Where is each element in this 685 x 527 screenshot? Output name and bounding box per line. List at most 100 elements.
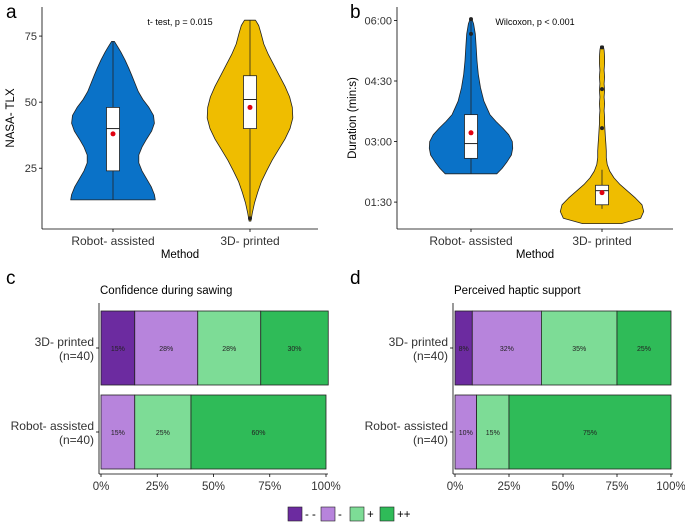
bar-row: 8% 32% 35% 25% xyxy=(454,310,672,386)
bar-segment xyxy=(508,394,672,470)
y-axis-title: Duration (min:s) xyxy=(347,77,359,159)
legend-label: ++ xyxy=(397,509,411,521)
y-axis-title: NASA- TLX xyxy=(5,88,17,148)
bar-row: 10% 15% 75% xyxy=(454,394,672,470)
x-tick-label: 0% xyxy=(447,481,464,493)
segment-label: 28% xyxy=(159,346,173,353)
category-label: Robot- assisted xyxy=(365,419,448,433)
panel-d: d Perceived haptic support 8% 32% 35% 25% 3D- … xyxy=(350,268,685,493)
x-tick-label: 75% xyxy=(605,481,628,493)
x-tick-label: 50% xyxy=(551,481,574,493)
x-axis-title: Method xyxy=(161,249,199,261)
bar-row: 15% 25% 60% xyxy=(100,394,327,470)
bar-segment xyxy=(476,394,510,470)
outlier-point xyxy=(469,31,473,36)
mean-point xyxy=(110,131,116,137)
legend-label: - xyxy=(338,509,342,521)
x-tick-label: 50% xyxy=(202,481,225,493)
mean-point xyxy=(468,130,474,136)
legend-swatch xyxy=(287,506,303,522)
violin-group xyxy=(428,17,514,175)
segment-label: 60% xyxy=(251,430,265,437)
panel-letter: c xyxy=(6,268,16,289)
stat-annotation: Wilcoxon, p < 0.001 xyxy=(495,17,574,27)
legend-swatch xyxy=(379,506,395,522)
box xyxy=(106,107,120,172)
panel-a: a t- test, p = 0.015 25 50 75 Robot- assisted… xyxy=(5,2,318,261)
legend-label: + xyxy=(367,509,374,521)
category-label: 3D- printed xyxy=(35,335,94,349)
legend-label: - - xyxy=(305,509,316,521)
y-tick-label: 50 xyxy=(25,97,37,109)
category-note: (n=40) xyxy=(59,433,94,447)
y-tick-label: 25 xyxy=(25,163,37,175)
category-label: 3D- printed xyxy=(389,335,448,349)
category-label: Robot- assisted xyxy=(11,419,94,433)
x-tick-label: Robot- assisted xyxy=(71,234,154,248)
outlier-point xyxy=(600,126,604,131)
x-tick-label: 25% xyxy=(146,481,169,493)
bar-segment xyxy=(134,310,199,386)
outlier-point xyxy=(469,17,473,22)
bar-segment xyxy=(197,310,262,386)
x-tick-label: 75% xyxy=(258,481,281,493)
x-tick-label: 25% xyxy=(497,481,520,493)
category-note: (n=40) xyxy=(59,349,94,363)
y-tick-label: 04:30 xyxy=(364,76,392,88)
x-tick-label: 0% xyxy=(93,481,110,493)
x-tick-label: 3D- printed xyxy=(220,234,279,248)
chart-title: Perceived haptic support xyxy=(454,285,581,297)
violin-group xyxy=(70,41,156,201)
legend-item: + xyxy=(349,506,374,522)
segment-label: 28% xyxy=(222,346,236,353)
bar-segment xyxy=(100,310,136,386)
legend: - - - + ++ xyxy=(287,506,411,522)
bar-segment xyxy=(134,394,192,470)
violin-group xyxy=(206,19,294,222)
segment-label: 15% xyxy=(111,430,125,437)
chart-title: Confidence during sawing xyxy=(100,285,232,297)
panel-letter: b xyxy=(350,2,361,23)
legend-item: ++ xyxy=(379,506,411,522)
y-tick-label: 75 xyxy=(25,31,37,43)
bar-row: 15% 28% 28% 30% xyxy=(100,310,329,386)
violin-group xyxy=(559,45,645,224)
legend-item: - xyxy=(320,506,342,522)
segment-label: 75% xyxy=(583,430,597,437)
segment-label: 15% xyxy=(111,346,125,353)
x-tick-label: 3D- printed xyxy=(572,234,631,248)
panel-letter: d xyxy=(350,268,361,289)
panel-c: c Confidence during sawing 15% 28% 28% 30% 3D-… xyxy=(6,268,341,493)
bar-segment xyxy=(260,310,329,386)
stat-annotation: t- test, p = 0.015 xyxy=(147,17,212,27)
y-tick-label: 03:00 xyxy=(364,137,392,149)
bar-segment xyxy=(616,310,672,386)
legend-swatch xyxy=(349,506,365,522)
x-tick-label: 100% xyxy=(311,481,340,493)
x-axis-title: Method xyxy=(516,249,554,261)
panel-letter: a xyxy=(6,2,17,23)
category-note: (n=40) xyxy=(413,349,448,363)
legend-item: - - xyxy=(287,506,316,522)
y-tick-label: 06:00 xyxy=(364,15,392,27)
x-tick-label: Robot- assisted xyxy=(429,234,512,248)
segment-label: 30% xyxy=(287,346,301,353)
category-note: (n=40) xyxy=(413,433,448,447)
legend-swatch xyxy=(320,506,336,522)
bar-segment xyxy=(100,394,136,470)
outlier-point xyxy=(600,87,604,92)
mean-point xyxy=(599,190,605,196)
segment-label: 32% xyxy=(500,346,514,353)
outlier-point xyxy=(248,216,252,221)
segment-label: 10% xyxy=(459,430,473,437)
bar-segment xyxy=(190,394,327,470)
x-tick-label: 100% xyxy=(656,481,685,493)
mean-point xyxy=(247,104,253,110)
segment-label: 25% xyxy=(637,346,651,353)
segment-label: 15% xyxy=(486,430,500,437)
y-tick-label: 01:30 xyxy=(364,197,392,209)
outlier-point xyxy=(600,45,604,50)
box xyxy=(464,114,478,159)
segment-label: 8% xyxy=(459,346,469,353)
